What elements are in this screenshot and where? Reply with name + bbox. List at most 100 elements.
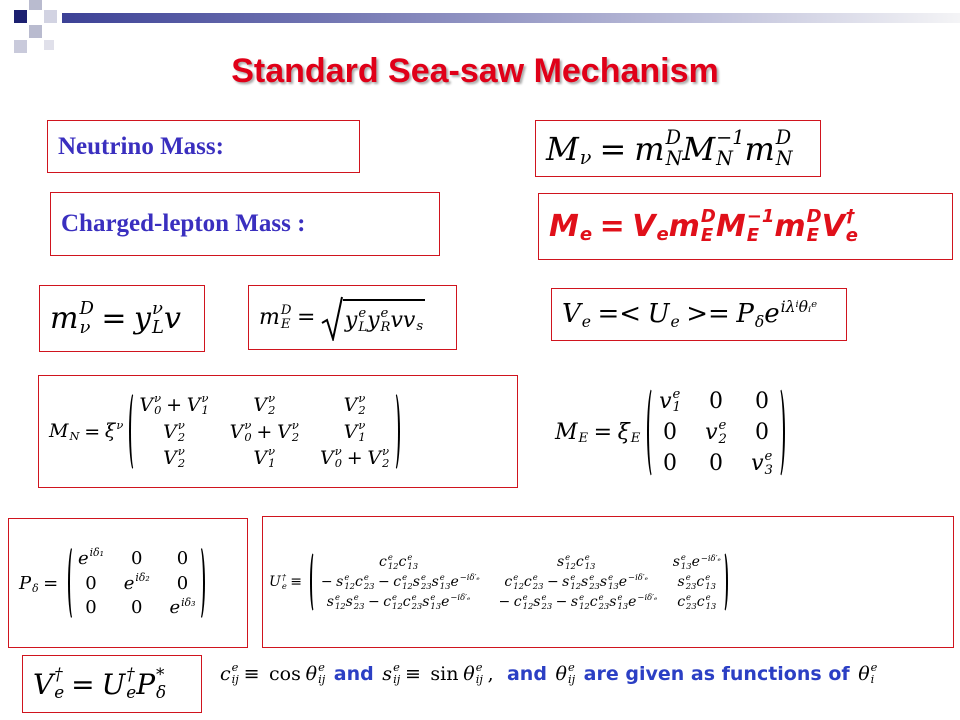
subscript: 13 [430, 600, 442, 611]
math-symbol: 0 [131, 547, 143, 569]
math-token: 0 [663, 420, 677, 445]
math-token: s e 23 [678, 573, 697, 591]
math-symbol: ξ [104, 420, 116, 443]
math-token: s e 12 [557, 553, 576, 571]
superscript: e [764, 448, 773, 464]
math-symbol: c [393, 574, 402, 590]
matrix-cell: c e 12 c e 23− s e 12 s e 23 s e 13 e −iδ′ₑ [495, 573, 657, 591]
scripts: e 13 [407, 553, 418, 571]
superscript: e [705, 591, 711, 602]
scripts: e ij [567, 661, 576, 686]
superscript: e [402, 572, 408, 583]
matrix-cell: e iδ₃ [170, 595, 196, 619]
scripts: e 13 [430, 593, 441, 611]
math-token: s e 23 [581, 573, 600, 591]
math-token: s e 23 [413, 573, 432, 591]
matrix-cell: 0 [705, 450, 727, 478]
math-symbol: e [123, 572, 135, 594]
subscript: R [380, 319, 391, 335]
matrix-cell: 0 [124, 547, 150, 569]
math-symbol: 0 [176, 547, 189, 569]
subscript: 23 [420, 581, 432, 591]
scripts: † e [846, 207, 858, 246]
formula: V † e = U † e P * δ [33, 666, 166, 701]
superscript: −1 [746, 205, 775, 227]
matrix-cell: 0 [78, 572, 104, 594]
superscript: e [353, 591, 359, 602]
left-paren [128, 390, 140, 473]
subscript: 13 [705, 600, 717, 611]
superscript: e [358, 305, 367, 321]
matrix-cell: e iδ₂ [124, 572, 150, 594]
math-token: M −1 E [715, 205, 775, 246]
script-space [460, 582, 480, 590]
superscript: ν [358, 390, 366, 405]
subscript: 12 [513, 581, 524, 591]
subscript: E [806, 224, 819, 246]
subscript: 13 [407, 561, 419, 572]
math-symbol: V [277, 420, 291, 443]
math-symbol: s [677, 574, 685, 590]
scripts: e [580, 208, 592, 245]
label: Neutrino Mass: [58, 132, 224, 160]
math-symbol: s [326, 593, 334, 610]
superscript: ν [358, 417, 366, 432]
superscript: e [393, 660, 400, 674]
superscript: ν [334, 444, 342, 459]
superscript: ν [177, 444, 185, 459]
footnote-text: and [506, 662, 547, 685]
math-symbol: M [715, 209, 746, 244]
scripts: e 12 [513, 573, 524, 591]
formula: U † e ≡ c e 12 c e 13 s e 12 c e 13 s e 13 e −iδ′ₑ − s e 12 c e 23−… [269, 551, 729, 613]
superscript: e [407, 552, 413, 563]
matrix-cell: − c e 12 s e 23− s e 12 c e 23 s e 13 e −iδ′ₑ [495, 593, 658, 611]
scripts: E [631, 419, 641, 446]
superscript: e [392, 591, 398, 602]
left-paren [68, 545, 78, 621]
scripts: e 13 [681, 553, 692, 571]
math-token: θ e ij [306, 660, 326, 686]
math-symbol: V [229, 420, 244, 443]
superscript: iδ₃ [181, 595, 196, 609]
formula: c e ij ≡ cos θ e ij [220, 660, 326, 686]
math-token: θ e ij [555, 661, 576, 686]
math-symbol: c [402, 593, 411, 610]
subscript: ν [79, 316, 91, 338]
superscript: e [318, 660, 325, 674]
superscript: −1 [716, 126, 745, 150]
math-token: θ e ij [463, 661, 483, 686]
math-symbol: v [751, 451, 764, 477]
script-space [450, 602, 470, 610]
math-symbol: 0 [85, 572, 97, 594]
subscript: ij [567, 671, 576, 686]
math-symbol: s [382, 662, 393, 685]
math-token: − [552, 594, 571, 610]
subscript: L [151, 316, 164, 338]
superscript: −iδ′ₑ [450, 592, 471, 603]
math-symbol: θ [463, 662, 475, 685]
superscript: D [79, 297, 94, 319]
scripts: ν [580, 129, 592, 168]
math-symbol: M [555, 419, 578, 445]
math-symbol: cos [269, 662, 301, 685]
math-token: e −iδ′ₑ [628, 593, 657, 610]
math-symbol: V [163, 447, 177, 470]
math-symbol: sin [430, 662, 459, 685]
subscript: e [281, 581, 287, 591]
superscript: ν [177, 417, 185, 432]
scripts: −1 N [716, 128, 744, 168]
math-symbol: V [253, 393, 268, 416]
superscript: e [680, 552, 686, 563]
scripts: δ [32, 572, 39, 594]
